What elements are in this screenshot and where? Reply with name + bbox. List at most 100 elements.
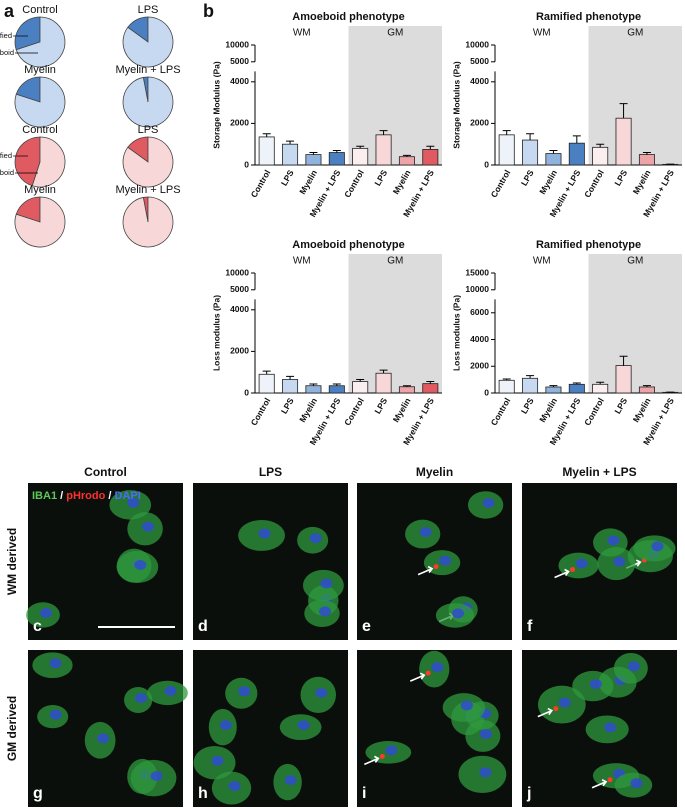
bar [592,146,609,166]
nucleus [127,497,140,508]
error-bar [619,355,628,366]
error-bar [402,385,411,387]
error-bar [262,133,271,137]
arrow [409,672,426,682]
panel-letter: e [362,618,371,635]
bar [258,136,275,166]
x-tick-label: LPS [372,396,389,416]
phrodo-spot [425,670,431,676]
error-bar [596,143,605,148]
nucleus [40,607,53,618]
pie-slice [14,16,41,51]
x-tick-label: Myelin [537,396,559,424]
cells [26,490,163,628]
nucleus [142,521,155,532]
nucleus [460,700,473,711]
nucleus [558,697,571,708]
arrow [537,707,554,718]
slice-label: ramified [0,31,12,40]
y-axis-label: Storage Modulus (Pa) [211,61,221,149]
x-tick-label: LPS [372,168,389,188]
x-tick-label: Control [342,396,366,427]
nucleus [613,556,626,567]
bar [615,365,632,394]
bar [258,373,275,394]
y-tick-label: 2000 [470,118,489,128]
y-tick-label: 5000 [470,56,489,66]
y-tick-label: 6000 [470,307,489,317]
y-axis-label: Storage Modulus (Pa) [451,61,461,149]
slice-label: ramified [0,151,12,160]
bar [638,386,655,394]
cells [364,650,507,794]
pie-slice [14,76,66,128]
nucleus [439,555,452,566]
error-bar [572,135,581,144]
error-bar [619,103,628,119]
region-shade [588,254,682,393]
bar [398,156,415,166]
nucleus [651,541,664,552]
error-bar [356,378,365,382]
error-bar [596,381,605,385]
cells [238,519,344,628]
nucleus [150,771,163,782]
slice-label: amoeboid [0,168,14,177]
panel-letter: i [362,785,366,802]
y-axis-label: Loss modulus (Pa) [451,295,461,371]
stain-legend: IBA1 / pHrodo / DAPI [32,490,141,502]
y-tick-label: 2000 [470,361,489,371]
cells [193,676,337,805]
x-tick-label: LPS [279,168,296,188]
y-tick-label: 10000 [465,284,489,294]
pie-title: LPS [138,124,159,136]
panel-letter: d [198,618,208,635]
phrodo-spot [379,753,385,759]
bar [498,379,515,394]
x-tick-label: Myelin [537,168,559,196]
nucleus [284,775,297,786]
panel-letter: h [198,785,208,802]
region-label: GM [627,28,643,39]
nucleus [49,709,62,720]
nucleus [315,687,328,698]
stain-name: DAPI [115,490,141,502]
row-header: GM derived [5,696,19,761]
nucleus [134,559,147,570]
region-label: GM [387,28,403,39]
x-tick-label: LPS [612,168,629,188]
error-bar [426,381,435,384]
error-bar [309,383,318,386]
pie-slice [122,196,174,248]
bar [375,372,392,394]
nucleus [385,745,398,756]
bar [305,154,322,166]
x-tick-label: Control [582,168,606,199]
y-tick-label: 0 [484,387,489,397]
region-label: WM [293,28,311,39]
region-shade [588,26,682,165]
arrow [591,779,608,789]
bar [638,154,655,166]
x-tick-label: Control [489,168,513,199]
phrodo-spot [570,567,576,573]
nucleus [575,558,588,569]
error-bar [642,152,651,155]
region-label: WM [293,256,311,267]
panel-letter: f [527,618,533,635]
x-tick-label: Control [489,396,513,427]
y-tick-label: 0 [244,159,249,169]
column-header: Myelin + LPS [562,465,636,479]
bar [282,379,299,394]
nucleus [604,722,617,733]
bar [615,117,632,166]
slice-label: amoeboid [0,48,14,57]
pie-title: Myelin + LPS [115,64,180,76]
y-tick-label: 5000 [230,284,249,294]
row-header: WM derived [5,528,19,595]
arrow [417,565,434,576]
pie-title: Myelin [24,64,56,76]
nucleus [419,527,432,538]
column-header: Control [84,465,127,479]
